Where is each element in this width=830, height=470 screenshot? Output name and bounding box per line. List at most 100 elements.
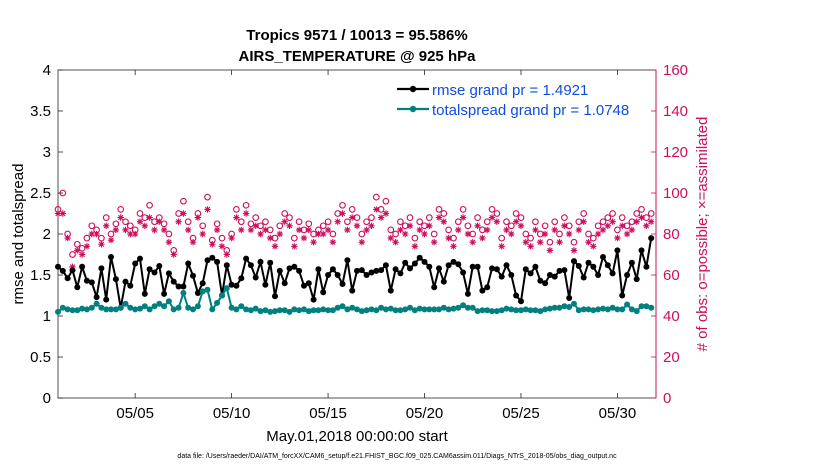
totalspread-point — [219, 292, 225, 299]
x-tick-label: 05/30 — [599, 405, 637, 422]
totalspread-point — [440, 304, 447, 311]
obs-assimilated-point — [498, 243, 505, 250]
totalspread-point — [83, 306, 90, 313]
rmse-point — [344, 257, 351, 264]
rmse-point — [518, 298, 524, 305]
totalspread-point — [402, 306, 409, 313]
obs-assimilated-point — [257, 230, 264, 238]
totalspread-point — [469, 304, 476, 311]
obs-assimilated-point — [585, 239, 592, 246]
x-tick-label: 05/05 — [116, 405, 154, 422]
obs-possible-point — [290, 234, 298, 242]
obs-assimilated-point — [54, 210, 62, 217]
obs-possible-point — [237, 218, 245, 226]
obs-assimilated-point — [387, 234, 394, 242]
rmse-point — [64, 275, 71, 282]
obs-possible-point — [440, 210, 448, 217]
obs-assimilated-point — [488, 214, 496, 221]
obs-possible-point — [358, 230, 366, 238]
totalspread-point — [600, 305, 606, 312]
obs-possible-point — [319, 222, 327, 230]
totalspread-point — [484, 307, 491, 314]
obs-assimilated-point — [189, 239, 197, 246]
obs-possible-point — [464, 222, 472, 230]
rmse-point — [532, 263, 539, 270]
y-right-tick-label: 160 — [663, 62, 688, 79]
obs-possible-point — [561, 214, 568, 221]
totalspread-point — [194, 303, 201, 310]
rmse-point — [209, 254, 216, 261]
y-left-tick-label: 1 — [43, 308, 51, 325]
totalspread-point — [141, 303, 148, 310]
totalspread-point — [175, 304, 182, 311]
obs-assimilated-point — [262, 226, 269, 234]
obs-assimilated-point — [233, 214, 240, 221]
obs-possible-point — [589, 234, 597, 242]
obs-assimilated-point — [373, 206, 380, 213]
totalspread-point — [55, 308, 61, 315]
obs-possible-point — [276, 222, 284, 230]
obs-assimilated-point — [276, 230, 284, 238]
obs-assimilated-point — [74, 247, 81, 254]
rmse-point — [571, 258, 577, 265]
obs-possible-point — [180, 197, 187, 205]
totalspread-point — [382, 306, 389, 313]
obs-assimilated-series — [54, 206, 655, 270]
totalspread-point — [566, 304, 573, 310]
obs-assimilated-point — [546, 247, 554, 254]
obs-possible-point — [146, 201, 153, 209]
rmse-point — [281, 280, 288, 287]
totalspread-point — [498, 307, 505, 314]
obs-possible-point — [594, 222, 602, 230]
obs-assimilated-point — [213, 226, 221, 234]
obs-assimilated-point — [392, 239, 399, 246]
totalspread-point — [315, 307, 322, 314]
rmse-point — [411, 260, 418, 267]
rmse-point — [108, 254, 114, 260]
totalspread-point — [638, 303, 645, 310]
totalspread-point — [373, 307, 380, 314]
obs-assimilated-point — [194, 214, 202, 221]
obs-assimilated-point — [185, 226, 192, 234]
obs-assimilated-point — [170, 251, 177, 258]
y-right-tick-label: 80 — [663, 226, 680, 243]
totalspread-point — [190, 306, 196, 313]
obs-assimilated-point — [551, 226, 558, 234]
obs-possible-point — [483, 218, 491, 226]
obs-possible-point — [69, 251, 76, 258]
obs-possible-point — [411, 234, 419, 242]
obs-possible-point — [368, 214, 375, 221]
totalspread-point — [325, 307, 332, 314]
totalspread-point — [619, 306, 626, 313]
y-right-tick-label: 60 — [663, 267, 680, 284]
totalspread-point — [79, 305, 86, 312]
obs-assimilated-point — [300, 234, 308, 242]
legend-label-rmse: rmse grand pr = 1.4921 — [432, 82, 588, 99]
totalspread-point — [392, 307, 399, 314]
rmse-point — [474, 263, 481, 270]
rmse-point — [522, 266, 529, 273]
obs-assimilated-point — [160, 226, 168, 234]
obs-possible-point — [382, 197, 390, 205]
rmse-point — [575, 263, 582, 269]
y-left-tick-label: 3.5 — [30, 103, 51, 120]
rmse-point — [604, 262, 611, 269]
obs-assimilated-point — [570, 247, 578, 254]
obs-assimilated-point — [455, 226, 462, 234]
totalspread-point — [88, 304, 95, 311]
x-tick-label: 05/25 — [502, 405, 540, 422]
rmse-point — [585, 259, 592, 266]
rmse-point — [378, 267, 385, 274]
totalspread-point — [416, 305, 423, 312]
rmse-point — [214, 258, 221, 265]
totalspread-point — [426, 306, 433, 313]
obs-possible-point — [122, 218, 129, 226]
rmse-point — [498, 273, 505, 280]
rmse-point — [561, 267, 568, 274]
x-tick-label: 05/15 — [309, 405, 347, 422]
obs-assimilated-point — [464, 230, 472, 238]
obs-assimilated-point — [281, 218, 288, 225]
totalspread-point — [493, 308, 500, 315]
totalspread-point — [301, 306, 307, 313]
totalspread-point — [122, 300, 129, 307]
